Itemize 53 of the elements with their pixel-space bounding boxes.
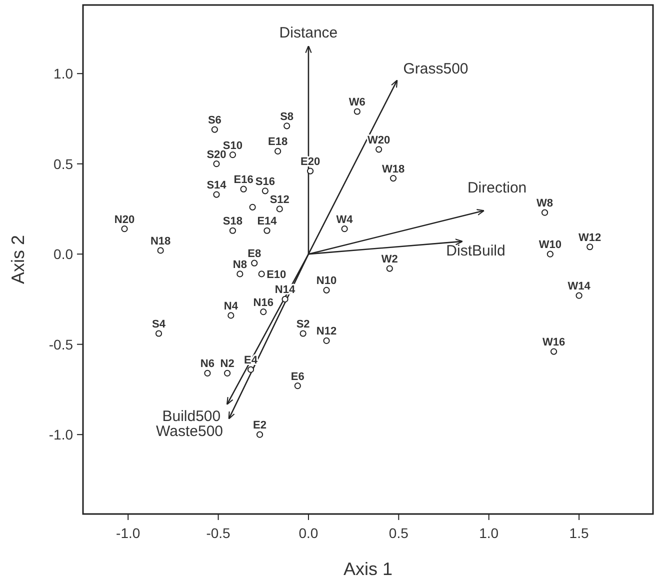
series-label: Distance	[279, 24, 338, 42]
series-label: Build500	[162, 408, 221, 426]
annotation: E18	[268, 136, 288, 148]
x-tick-label: -0.5	[206, 525, 231, 541]
annotation: N18	[150, 235, 171, 248]
series-label: DistBuild	[446, 242, 506, 260]
annotation: N20	[114, 214, 135, 226]
y-tick-label: -1.0	[48, 426, 74, 443]
annotation: W12	[578, 232, 602, 244]
annotation: S8	[280, 110, 294, 123]
annotation: W2	[381, 254, 398, 266]
annotation: S2	[296, 318, 310, 331]
annotation: W14	[568, 280, 592, 293]
annotation: E2	[253, 420, 267, 432]
annotation: S12	[270, 194, 290, 206]
annotation: W20	[368, 134, 390, 146]
annotation: S14	[206, 180, 228, 192]
y-axis-title: Axis 2	[8, 234, 28, 284]
y-tick-label: 0.0	[54, 246, 74, 262]
annotation: W16	[542, 336, 566, 349]
x-tick-label: -1.0	[116, 525, 140, 541]
y-tick-label: 0.5	[54, 156, 74, 172]
annotation: S16	[255, 176, 275, 188]
annotation: N6	[200, 358, 214, 370]
x-axis-title: Axis 1	[343, 559, 393, 579]
x-tick-label: 1.5	[569, 525, 589, 541]
annotation: W18	[382, 163, 405, 176]
x-tick-label: 1.0	[479, 525, 499, 541]
x-tick-label: 0.5	[388, 525, 409, 541]
annotation: N16	[253, 296, 274, 309]
annotation: S18	[222, 216, 243, 228]
annotation: S6	[208, 114, 222, 127]
annotation: S4	[152, 318, 166, 331]
annotation: E10	[266, 268, 286, 281]
annotation: E16	[234, 174, 254, 186]
series-label: Direction	[467, 179, 527, 196]
x-tick-label: 0.0	[298, 525, 318, 541]
annotation: N8	[232, 258, 247, 271]
annotation: N2	[220, 358, 234, 370]
annotation: N4	[224, 300, 239, 312]
annotation: E6	[290, 370, 304, 383]
annotation: N10	[316, 275, 337, 288]
annotation: E14	[257, 216, 278, 228]
y-tick-label: -0.5	[48, 336, 74, 352]
annotation: W6	[348, 96, 366, 108]
series-label: Waste500	[156, 422, 224, 440]
annotation: E8	[248, 248, 262, 260]
annotation: W10	[538, 239, 562, 252]
series-label: Grass500	[403, 60, 468, 78]
annotation: W8	[536, 198, 554, 210]
annotation: W4	[336, 214, 354, 226]
annotation: N12	[316, 326, 337, 338]
y-tick-label: 1.0	[54, 66, 74, 82]
